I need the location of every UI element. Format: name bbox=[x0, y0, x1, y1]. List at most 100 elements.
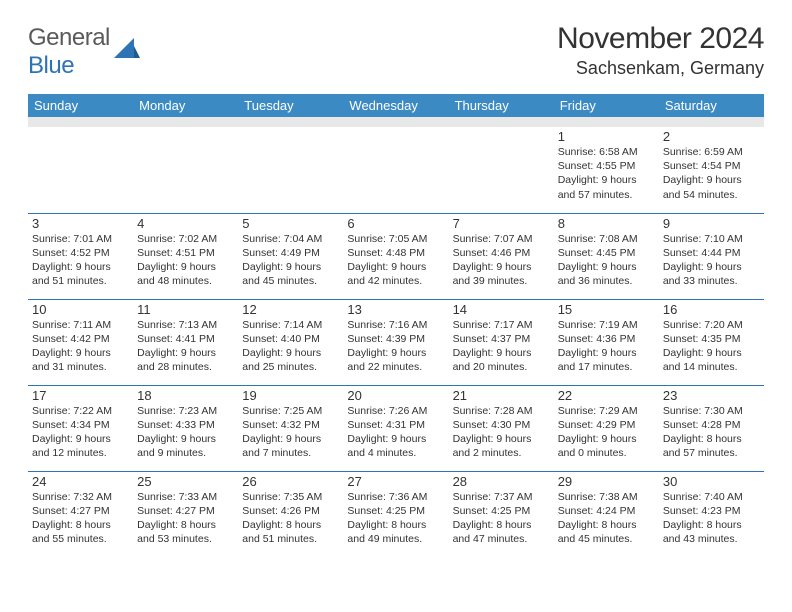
day-info: Sunrise: 7:19 AMSunset: 4:36 PMDaylight:… bbox=[558, 318, 655, 375]
day-info-line: Daylight: 9 hours bbox=[32, 346, 129, 360]
day-info-line: Sunrise: 7:22 AM bbox=[32, 404, 129, 418]
col-monday: Monday bbox=[133, 94, 238, 117]
day-info-line: and 49 minutes. bbox=[347, 532, 444, 546]
day-cell: 11Sunrise: 7:13 AMSunset: 4:41 PMDayligh… bbox=[133, 299, 238, 385]
day-info-line: Sunrise: 7:07 AM bbox=[453, 232, 550, 246]
day-info-line: Daylight: 9 hours bbox=[558, 346, 655, 360]
col-saturday: Saturday bbox=[659, 94, 764, 117]
calendar-table: Sunday Monday Tuesday Wednesday Thursday… bbox=[28, 94, 764, 557]
day-info-line: Daylight: 9 hours bbox=[453, 346, 550, 360]
day-cell: 14Sunrise: 7:17 AMSunset: 4:37 PMDayligh… bbox=[449, 299, 554, 385]
day-info: Sunrise: 7:33 AMSunset: 4:27 PMDaylight:… bbox=[137, 490, 234, 547]
day-info-line: Daylight: 8 hours bbox=[137, 518, 234, 532]
day-info-line: Sunrise: 7:08 AM bbox=[558, 232, 655, 246]
day-cell: 28Sunrise: 7:37 AMSunset: 4:25 PMDayligh… bbox=[449, 471, 554, 557]
day-info: Sunrise: 7:07 AMSunset: 4:46 PMDaylight:… bbox=[453, 232, 550, 289]
page-header: General Blue November 2024 Sachsenkam, G… bbox=[28, 22, 764, 80]
empty-cell bbox=[28, 127, 133, 213]
day-info-line: Sunset: 4:26 PM bbox=[242, 504, 339, 518]
day-info-line: and 45 minutes. bbox=[242, 274, 339, 288]
day-info-line: Daylight: 9 hours bbox=[347, 432, 444, 446]
day-info: Sunrise: 6:59 AMSunset: 4:54 PMDaylight:… bbox=[663, 145, 760, 202]
day-info-line: Daylight: 8 hours bbox=[663, 432, 760, 446]
empty-cell bbox=[449, 127, 554, 213]
day-info-line: Sunrise: 7:14 AM bbox=[242, 318, 339, 332]
day-info: Sunrise: 7:13 AMSunset: 4:41 PMDaylight:… bbox=[137, 318, 234, 375]
day-info: Sunrise: 7:23 AMSunset: 4:33 PMDaylight:… bbox=[137, 404, 234, 461]
col-friday: Friday bbox=[554, 94, 659, 117]
day-info-line: Daylight: 9 hours bbox=[242, 432, 339, 446]
day-number: 3 bbox=[32, 216, 129, 231]
day-cell: 19Sunrise: 7:25 AMSunset: 4:32 PMDayligh… bbox=[238, 385, 343, 471]
day-info-line: and 57 minutes. bbox=[558, 188, 655, 202]
day-number: 5 bbox=[242, 216, 339, 231]
day-info-line: and 54 minutes. bbox=[663, 188, 760, 202]
day-info: Sunrise: 7:35 AMSunset: 4:26 PMDaylight:… bbox=[242, 490, 339, 547]
day-info-line: Sunrise: 6:59 AM bbox=[663, 145, 760, 159]
day-number: 8 bbox=[558, 216, 655, 231]
week-row: 24Sunrise: 7:32 AMSunset: 4:27 PMDayligh… bbox=[28, 471, 764, 557]
day-info-line: and 2 minutes. bbox=[453, 446, 550, 460]
day-number: 11 bbox=[137, 302, 234, 317]
day-info: Sunrise: 7:28 AMSunset: 4:30 PMDaylight:… bbox=[453, 404, 550, 461]
day-cell: 25Sunrise: 7:33 AMSunset: 4:27 PMDayligh… bbox=[133, 471, 238, 557]
day-info-line: and 31 minutes. bbox=[32, 360, 129, 374]
day-info-line: Sunrise: 7:20 AM bbox=[663, 318, 760, 332]
day-info-line: and 28 minutes. bbox=[137, 360, 234, 374]
day-cell: 9Sunrise: 7:10 AMSunset: 4:44 PMDaylight… bbox=[659, 213, 764, 299]
day-info-line: Sunrise: 7:36 AM bbox=[347, 490, 444, 504]
week-row: 1Sunrise: 6:58 AMSunset: 4:55 PMDaylight… bbox=[28, 127, 764, 213]
logo-text: General Blue bbox=[28, 24, 110, 80]
day-info: Sunrise: 7:11 AMSunset: 4:42 PMDaylight:… bbox=[32, 318, 129, 375]
day-info-line: Daylight: 9 hours bbox=[242, 260, 339, 274]
day-number: 2 bbox=[663, 129, 760, 144]
day-info: Sunrise: 7:29 AMSunset: 4:29 PMDaylight:… bbox=[558, 404, 655, 461]
col-sunday: Sunday bbox=[28, 94, 133, 117]
day-info-line: Sunset: 4:49 PM bbox=[242, 246, 339, 260]
day-info: Sunrise: 7:20 AMSunset: 4:35 PMDaylight:… bbox=[663, 318, 760, 375]
day-info-line: Daylight: 8 hours bbox=[32, 518, 129, 532]
col-wednesday: Wednesday bbox=[343, 94, 448, 117]
day-info-line: Daylight: 9 hours bbox=[558, 173, 655, 187]
day-info-line: Daylight: 9 hours bbox=[453, 260, 550, 274]
day-info-line: Sunset: 4:42 PM bbox=[32, 332, 129, 346]
sail-icon bbox=[112, 36, 142, 67]
day-info-line: and 48 minutes. bbox=[137, 274, 234, 288]
day-number: 4 bbox=[137, 216, 234, 231]
day-number: 14 bbox=[453, 302, 550, 317]
day-number: 15 bbox=[558, 302, 655, 317]
day-info-line: Sunrise: 7:26 AM bbox=[347, 404, 444, 418]
month-title: November 2024 bbox=[557, 22, 764, 56]
day-cell: 23Sunrise: 7:30 AMSunset: 4:28 PMDayligh… bbox=[659, 385, 764, 471]
day-cell: 5Sunrise: 7:04 AMSunset: 4:49 PMDaylight… bbox=[238, 213, 343, 299]
day-number: 16 bbox=[663, 302, 760, 317]
day-cell: 7Sunrise: 7:07 AMSunset: 4:46 PMDaylight… bbox=[449, 213, 554, 299]
day-cell: 2Sunrise: 6:59 AMSunset: 4:54 PMDaylight… bbox=[659, 127, 764, 213]
col-tuesday: Tuesday bbox=[238, 94, 343, 117]
day-info-line: and 4 minutes. bbox=[347, 446, 444, 460]
day-number: 6 bbox=[347, 216, 444, 231]
day-info-line: Sunrise: 7:19 AM bbox=[558, 318, 655, 332]
day-cell: 21Sunrise: 7:28 AMSunset: 4:30 PMDayligh… bbox=[449, 385, 554, 471]
day-info-line: Daylight: 9 hours bbox=[558, 432, 655, 446]
day-info-line: Sunset: 4:52 PM bbox=[32, 246, 129, 260]
day-info: Sunrise: 7:25 AMSunset: 4:32 PMDaylight:… bbox=[242, 404, 339, 461]
day-info-line: Daylight: 9 hours bbox=[137, 260, 234, 274]
day-info-line: Daylight: 9 hours bbox=[32, 432, 129, 446]
day-info-line: and 12 minutes. bbox=[32, 446, 129, 460]
day-info-line: Daylight: 8 hours bbox=[663, 518, 760, 532]
day-info-line: Sunset: 4:28 PM bbox=[663, 418, 760, 432]
day-cell: 3Sunrise: 7:01 AMSunset: 4:52 PMDaylight… bbox=[28, 213, 133, 299]
day-number: 20 bbox=[347, 388, 444, 403]
day-cell: 30Sunrise: 7:40 AMSunset: 4:23 PMDayligh… bbox=[659, 471, 764, 557]
day-cell: 27Sunrise: 7:36 AMSunset: 4:25 PMDayligh… bbox=[343, 471, 448, 557]
day-info-line: Sunrise: 7:40 AM bbox=[663, 490, 760, 504]
day-info: Sunrise: 7:26 AMSunset: 4:31 PMDaylight:… bbox=[347, 404, 444, 461]
day-info-line: Sunset: 4:32 PM bbox=[242, 418, 339, 432]
day-info-line: and 51 minutes. bbox=[242, 532, 339, 546]
day-info: Sunrise: 7:36 AMSunset: 4:25 PMDaylight:… bbox=[347, 490, 444, 547]
day-info-line: Daylight: 8 hours bbox=[347, 518, 444, 532]
day-cell: 29Sunrise: 7:38 AMSunset: 4:24 PMDayligh… bbox=[554, 471, 659, 557]
day-number: 23 bbox=[663, 388, 760, 403]
day-info-line: Sunset: 4:29 PM bbox=[558, 418, 655, 432]
